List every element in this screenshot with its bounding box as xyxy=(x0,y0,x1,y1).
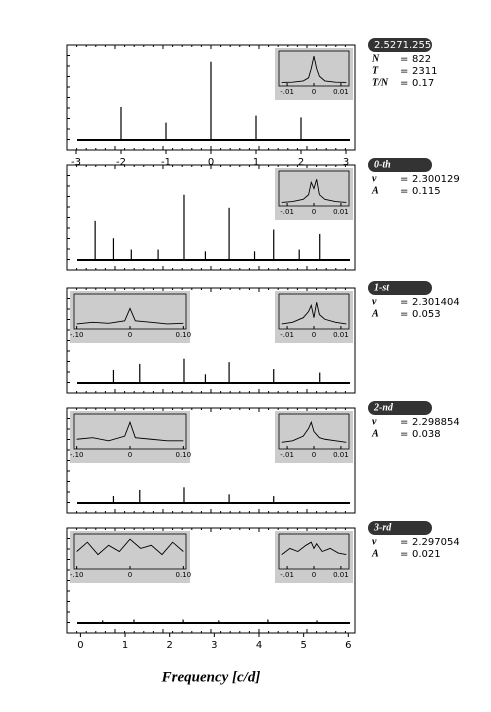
inset-tick-label: -.01 xyxy=(280,208,294,216)
param-symbol: A xyxy=(371,428,379,439)
inset-bg xyxy=(275,531,353,583)
param-value: 2.300129 xyxy=(412,174,460,185)
inset-tick-label: 0.01 xyxy=(333,331,349,339)
param-symbol: T/N xyxy=(372,77,389,88)
param-value: 2311 xyxy=(412,66,437,77)
x-axis-label: Frequency [c/d] xyxy=(161,669,261,685)
x-tick-label: 4 xyxy=(256,640,262,651)
inset-bg xyxy=(275,168,353,220)
param-sign: = xyxy=(400,54,408,65)
inset-tick-label: -.01 xyxy=(280,88,294,96)
param-symbol: ν xyxy=(372,296,377,307)
param-sign: = xyxy=(400,537,408,548)
inset-tick-label: 0 xyxy=(312,331,316,339)
param-sign: = xyxy=(400,297,408,308)
inset-tick-label: 0 xyxy=(128,451,132,459)
param-value: 0.021 xyxy=(412,549,441,560)
param-value: 2.301404 xyxy=(412,297,460,308)
param-value: 0.17 xyxy=(412,78,434,89)
inset-bg xyxy=(70,411,190,463)
inset-tick-label: -.10 xyxy=(70,571,84,579)
param-value: 0.053 xyxy=(412,309,441,320)
param-symbol: ν xyxy=(372,173,377,184)
param-sign: = xyxy=(400,66,408,77)
param-symbol: ν xyxy=(372,416,377,427)
x-tick-label: -1 xyxy=(161,157,171,168)
inset-tick-label: 0 xyxy=(312,208,316,216)
x-tick-label: 5 xyxy=(300,640,306,651)
x-tick-label: 6 xyxy=(345,640,351,651)
inset-tick-label: 0.01 xyxy=(333,208,349,216)
x-tick-label: -3 xyxy=(71,157,81,168)
inset-line xyxy=(76,420,184,442)
param-sign: = xyxy=(400,186,408,197)
inset-tick-label: 0.01 xyxy=(333,451,349,459)
inset-bg xyxy=(70,291,190,343)
inset-tick-label: 0 xyxy=(128,571,132,579)
panel-label-badge xyxy=(368,281,432,295)
inset-line xyxy=(281,56,347,83)
inset-tick-label: 0 xyxy=(128,331,132,339)
inset-tick-label: 0 xyxy=(312,88,316,96)
param-value: 0.038 xyxy=(412,429,441,440)
x-tick-label: 2 xyxy=(298,157,304,168)
param-value: 2.298854 xyxy=(412,417,460,428)
inset-tick-label: -.01 xyxy=(280,331,294,339)
param-sign: = xyxy=(400,429,408,440)
inset-line xyxy=(76,307,184,325)
panel-label: 2.5271.255 xyxy=(374,40,431,51)
panel-label: 2-nd xyxy=(373,402,394,413)
panel-label-badge xyxy=(368,38,432,52)
panel-label-badge xyxy=(368,158,432,172)
param-symbol: A xyxy=(371,548,379,559)
inset-tick-label: 0.01 xyxy=(333,571,349,579)
param-value: 0.115 xyxy=(412,186,441,197)
x-tick-label: 3 xyxy=(211,640,217,651)
inset-line xyxy=(281,302,347,325)
x-tick-label: 0 xyxy=(208,157,214,168)
param-sign: = xyxy=(400,417,408,428)
inset-line xyxy=(281,420,347,443)
inset-tick-label: -.01 xyxy=(280,571,294,579)
param-sign: = xyxy=(400,309,408,320)
inset-tick-label: 0 xyxy=(312,451,316,459)
inset-line xyxy=(281,179,347,203)
inset-tick-label: 0 xyxy=(312,571,316,579)
param-symbol: A xyxy=(371,308,379,319)
inset-tick-label: 0.10 xyxy=(176,331,192,339)
panel-label-badge xyxy=(368,521,432,535)
param-value: 822 xyxy=(412,54,431,65)
inset-tick-label: -.10 xyxy=(70,451,84,459)
inset-tick-label: 0.10 xyxy=(176,571,192,579)
x-tick-label: 1 xyxy=(253,157,259,168)
param-sign: = xyxy=(400,78,408,89)
inset-bg xyxy=(275,411,353,463)
param-symbol: ν xyxy=(372,536,377,547)
param-symbol: T xyxy=(372,65,379,76)
panel-label-badge xyxy=(368,401,432,415)
param-symbol: A xyxy=(371,185,379,196)
inset-tick-label: -.10 xyxy=(70,331,84,339)
param-sign: = xyxy=(400,174,408,185)
x-tick-label: 1 xyxy=(122,640,128,651)
x-tick-label: 2 xyxy=(167,640,173,651)
panel-label: 0-th xyxy=(374,159,391,170)
param-sign: = xyxy=(400,549,408,560)
panel-label: 1-st xyxy=(374,282,390,293)
x-tick-label: 0 xyxy=(77,640,83,651)
inset-tick-label: -.01 xyxy=(280,451,294,459)
inset-line xyxy=(76,538,184,556)
x-tick-label: 3 xyxy=(343,157,349,168)
inset-tick-label: 0.01 xyxy=(333,88,349,96)
inset-line xyxy=(281,541,347,556)
param-symbol: N xyxy=(371,53,380,64)
param-value: 2.297054 xyxy=(412,537,460,548)
x-tick-label: -2 xyxy=(116,157,126,168)
panel-label: 3-rd xyxy=(373,522,392,533)
inset-tick-label: 0.10 xyxy=(176,451,192,459)
